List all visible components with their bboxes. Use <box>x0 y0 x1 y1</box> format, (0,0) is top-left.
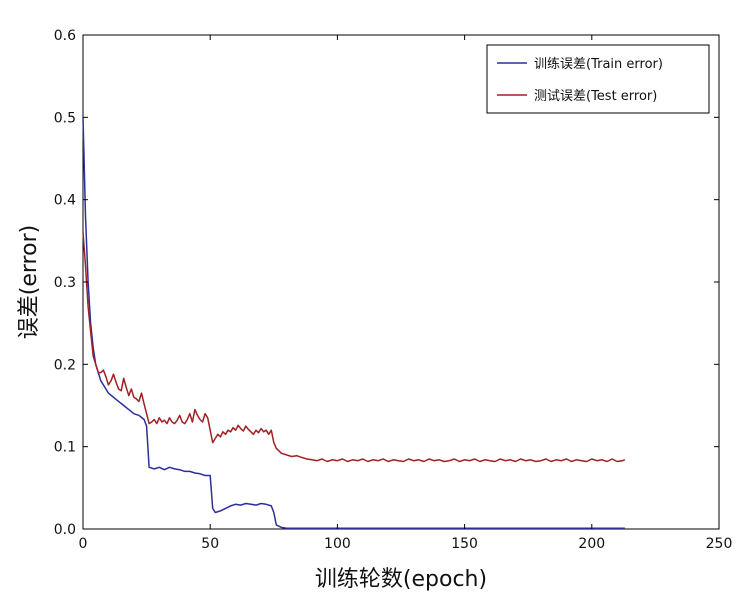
x-tick-label: 100 <box>324 536 351 552</box>
y-axis: 0.0 0.1 0.2 0.3 0.4 0.5 0.6 <box>54 28 719 538</box>
y-tick-label: 0.2 <box>54 357 76 373</box>
y-tick-label: 0.3 <box>54 275 76 291</box>
x-tick-label: 250 <box>706 536 733 552</box>
plot-area <box>82 34 720 530</box>
series-line-train <box>82 117 625 529</box>
y-tick-label: 0.0 <box>54 522 76 538</box>
x-axis-label: 训练轮数(epoch) <box>315 567 487 592</box>
x-tick-label: 0 <box>79 536 88 552</box>
series-layer <box>82 117 626 529</box>
y-axis-label: 误差(error) <box>17 225 42 339</box>
y-tick-label: 0.4 <box>54 193 76 209</box>
x-tick-label: 200 <box>578 536 605 552</box>
y-tick-label: 0.1 <box>54 440 76 456</box>
legend-box <box>486 44 710 114</box>
series-line-test <box>82 232 626 463</box>
legend-label-test: 测试误差(Test error) <box>534 89 657 104</box>
legend: 训练误差(Train error) 测试误差(Test error) <box>486 44 710 114</box>
x-tick-label: 50 <box>201 536 219 552</box>
x-axis: 0 50 100 150 200 250 <box>79 35 733 552</box>
x-tick-label: 150 <box>451 536 478 552</box>
y-tick-label: 0.6 <box>54 28 76 44</box>
legend-label-train: 训练误差(Train error) <box>534 57 663 72</box>
y-tick-label: 0.5 <box>54 110 76 126</box>
